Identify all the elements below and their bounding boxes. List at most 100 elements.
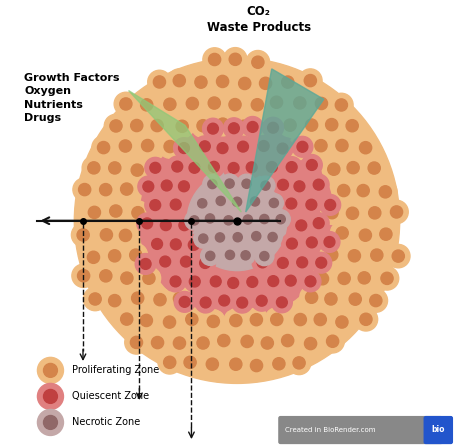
Polygon shape (246, 69, 324, 212)
Circle shape (236, 246, 255, 265)
Circle shape (72, 223, 95, 247)
Circle shape (164, 356, 176, 368)
Circle shape (218, 334, 230, 346)
Circle shape (281, 156, 302, 177)
Circle shape (100, 270, 112, 282)
Text: Growth Factors
Oxygen
Nutrients
Drugs: Growth Factors Oxygen Nutrients Drugs (25, 73, 120, 123)
Circle shape (324, 236, 335, 247)
Circle shape (179, 181, 189, 192)
Circle shape (205, 271, 226, 292)
Text: Quiescent Zone: Quiescent Zone (72, 392, 149, 401)
Circle shape (37, 357, 64, 384)
Circle shape (125, 114, 148, 137)
Circle shape (243, 215, 253, 224)
Circle shape (301, 155, 322, 175)
Circle shape (259, 77, 272, 89)
Circle shape (271, 96, 283, 108)
Circle shape (143, 272, 155, 284)
Circle shape (330, 310, 354, 334)
Circle shape (120, 98, 132, 110)
Circle shape (168, 69, 191, 93)
Circle shape (203, 156, 224, 177)
Circle shape (140, 258, 151, 270)
Circle shape (287, 351, 311, 375)
Circle shape (114, 224, 137, 247)
Circle shape (87, 251, 100, 263)
Circle shape (205, 214, 215, 223)
Circle shape (315, 139, 327, 152)
Circle shape (152, 337, 164, 349)
Circle shape (174, 215, 195, 236)
Circle shape (296, 220, 307, 231)
Circle shape (179, 296, 190, 307)
Circle shape (337, 185, 350, 197)
Circle shape (214, 290, 235, 311)
Circle shape (150, 162, 161, 173)
Circle shape (170, 276, 181, 287)
Circle shape (320, 113, 343, 136)
Circle shape (203, 48, 226, 71)
Circle shape (72, 264, 95, 287)
Circle shape (125, 331, 148, 354)
Circle shape (347, 161, 359, 174)
Circle shape (44, 389, 57, 403)
Circle shape (242, 271, 263, 292)
Circle shape (184, 271, 205, 292)
Circle shape (282, 233, 302, 254)
Circle shape (330, 134, 354, 157)
Circle shape (167, 156, 188, 177)
Circle shape (156, 175, 177, 196)
Circle shape (211, 70, 234, 93)
Circle shape (124, 243, 147, 267)
Circle shape (246, 192, 264, 211)
Circle shape (172, 161, 182, 172)
Text: Created in BioRender.com: Created in BioRender.com (285, 427, 375, 433)
Circle shape (293, 357, 305, 369)
Circle shape (120, 313, 133, 325)
Circle shape (173, 75, 185, 87)
Circle shape (173, 292, 186, 304)
Circle shape (142, 139, 154, 152)
Circle shape (263, 117, 283, 138)
Circle shape (262, 156, 283, 177)
Circle shape (320, 201, 344, 224)
Circle shape (145, 195, 165, 215)
Circle shape (313, 218, 324, 228)
Circle shape (115, 177, 138, 201)
Circle shape (109, 205, 122, 217)
Circle shape (228, 163, 239, 173)
Circle shape (380, 228, 392, 240)
Circle shape (297, 141, 308, 152)
Circle shape (291, 215, 312, 236)
Circle shape (174, 291, 195, 312)
Circle shape (247, 122, 258, 132)
Circle shape (208, 179, 217, 189)
Circle shape (211, 112, 235, 136)
Circle shape (348, 250, 361, 262)
Circle shape (267, 352, 291, 375)
Circle shape (104, 199, 128, 223)
Circle shape (115, 308, 138, 331)
Circle shape (308, 213, 329, 234)
Circle shape (330, 221, 354, 245)
Circle shape (286, 198, 297, 209)
Circle shape (276, 297, 287, 308)
Circle shape (251, 99, 264, 111)
Circle shape (310, 92, 333, 115)
Circle shape (317, 273, 328, 285)
Circle shape (201, 209, 219, 228)
Circle shape (184, 356, 196, 368)
Circle shape (308, 174, 329, 195)
Circle shape (265, 308, 289, 331)
Circle shape (191, 114, 215, 138)
Circle shape (273, 253, 293, 273)
Circle shape (321, 329, 344, 353)
Circle shape (263, 271, 283, 291)
Circle shape (304, 337, 317, 350)
Circle shape (200, 257, 210, 268)
Circle shape (168, 287, 191, 310)
Circle shape (141, 99, 153, 111)
Circle shape (194, 136, 215, 157)
Circle shape (158, 350, 182, 374)
Circle shape (250, 314, 263, 326)
